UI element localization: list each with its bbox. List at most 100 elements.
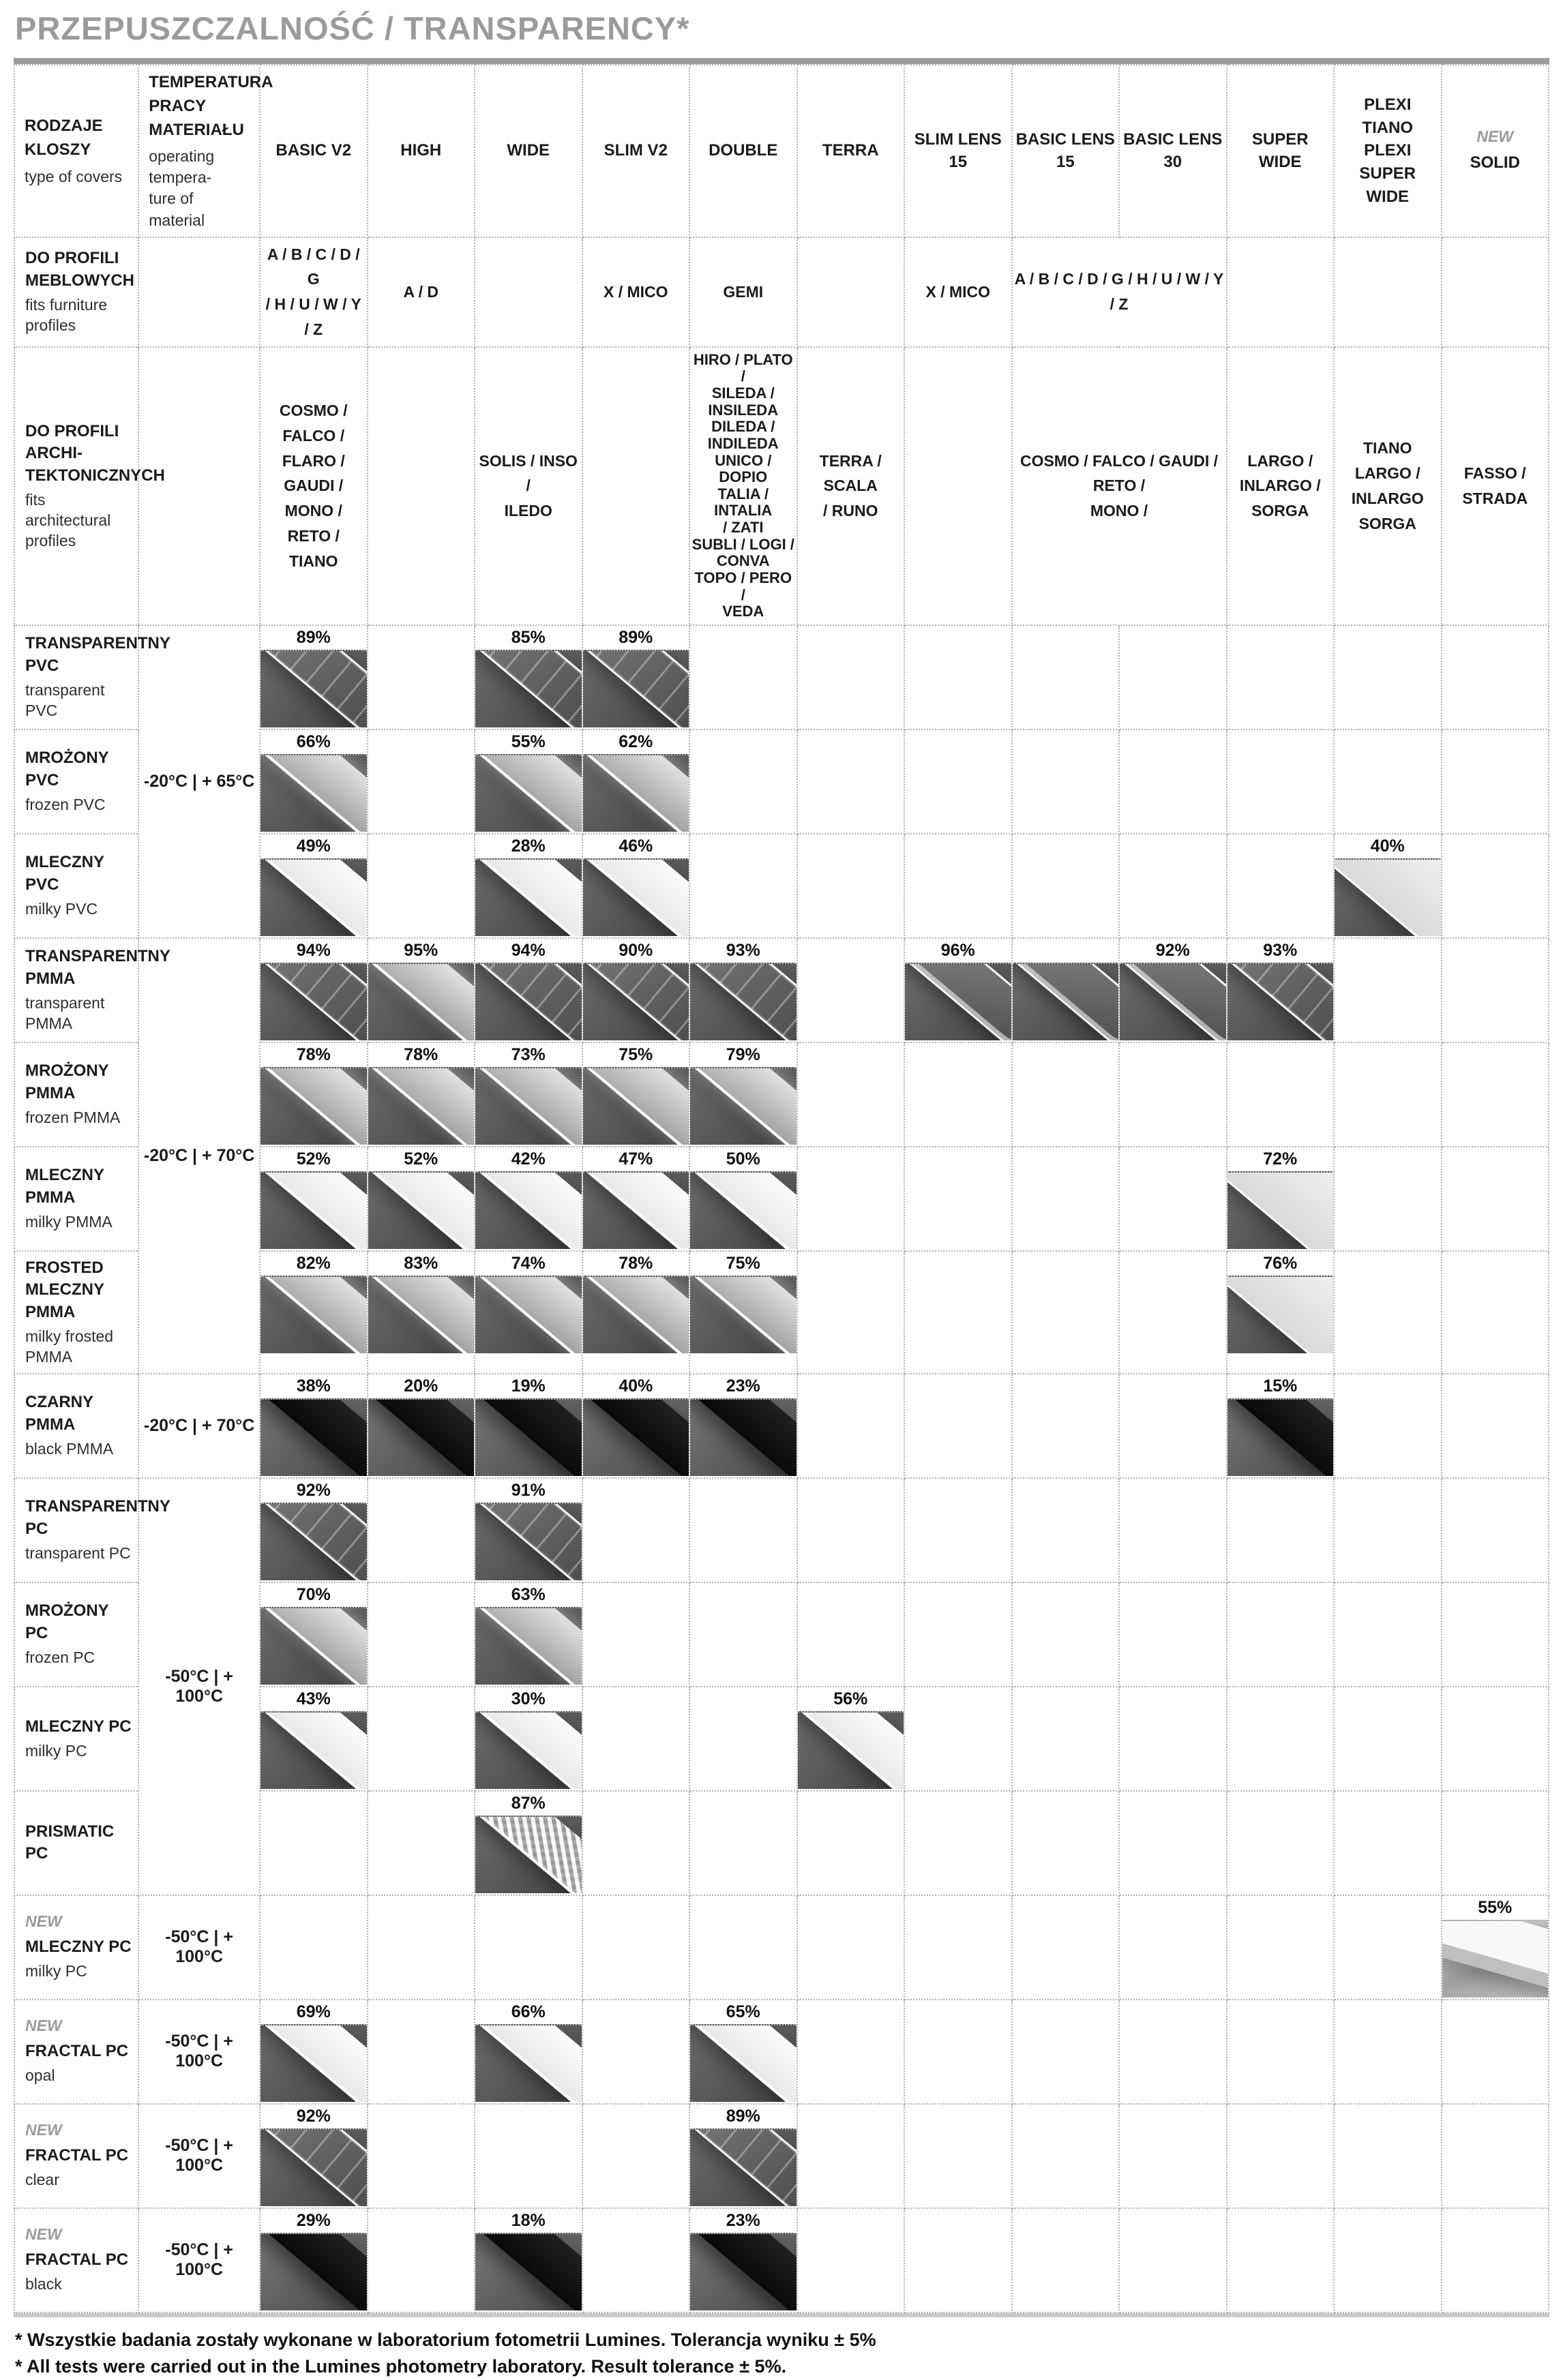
product-photo xyxy=(475,962,582,1040)
product-photo xyxy=(1335,858,1441,936)
product-photo xyxy=(690,1275,797,1353)
data-cell-basic_lens_30 xyxy=(1118,1145,1227,1252)
transparency-value: 79% xyxy=(726,1044,760,1064)
data-cell-slim_v2: 75% xyxy=(581,1041,690,1147)
profiles-cell: COSMO / FALCO / GAUDI / RETO / MONO / xyxy=(1011,346,1227,626)
data-cell-slim_lens_15 xyxy=(904,1894,1013,2000)
data-cell-solid xyxy=(1440,1145,1549,1252)
column-header-basic_lens_15: BASIC LENS 15 xyxy=(1011,64,1120,238)
transparency-value: 47% xyxy=(619,1149,653,1169)
data-cell-basic_lens_30 xyxy=(1118,832,1227,939)
data-cell-high: 83% xyxy=(366,1250,475,1374)
temperature-cell: -20°C | + 65°C xyxy=(138,624,260,939)
profiles-cell xyxy=(474,236,583,348)
data-cell-basic_v2: 49% xyxy=(259,832,368,939)
data-cell-terra xyxy=(796,832,905,939)
data-cell-basic_lens_30 xyxy=(1118,2103,1227,2209)
data-cell-slim_v2 xyxy=(581,1581,690,1687)
data-cell-plexi xyxy=(1333,1581,1442,1687)
product-photo xyxy=(582,1275,689,1353)
cover-row: NEW FRACTAL PC opal -50°C | + 100°C 69% 66% 65… xyxy=(13,1998,1549,2105)
product-photo xyxy=(475,1066,582,1145)
temperature-cell xyxy=(138,346,260,626)
data-cell-solid xyxy=(1440,1685,1549,1792)
row-label-subtitle: frozen PMMA xyxy=(25,1109,121,1127)
data-cell-terra xyxy=(796,1372,905,1479)
data-cell-slim_v2 xyxy=(581,1790,690,1896)
data-cell-super_wide xyxy=(1225,1998,1335,2105)
data-cell-slim_lens_15 xyxy=(904,1145,1013,1252)
product-photo xyxy=(1227,1171,1333,1249)
data-cell-basic_v2: 82% xyxy=(259,1250,368,1374)
data-cell-basic_lens_15 xyxy=(1011,937,1120,1043)
temperature-header-title: TEMPERATURA PRACY MATERIAŁU xyxy=(149,73,273,139)
fits-furniture-row: DO PROFILI MEBLOWYCH fits furniture profi… xyxy=(13,236,1549,348)
product-photo xyxy=(368,1275,474,1353)
product-photo xyxy=(582,962,689,1040)
data-cell-basic_lens_15 xyxy=(1011,2103,1120,2209)
column-header-slim_lens_15: SLIM LENS 15 xyxy=(904,64,1013,238)
data-cell-plexi xyxy=(1333,2103,1442,2209)
row-label-subtitle: black PMMA xyxy=(25,1440,114,1458)
data-cell-solid xyxy=(1440,2103,1549,2209)
data-cell-super_wide xyxy=(1225,832,1335,939)
data-cell-high xyxy=(366,1894,475,2000)
temperature-cell: -50°C | + 100°C xyxy=(138,2103,260,2209)
data-cell-plexi xyxy=(1333,624,1442,730)
row-label-title: MLECZNY PC xyxy=(25,1938,132,1957)
data-cell-basic_v2: 43% xyxy=(259,1685,368,1792)
new-badge: NEW xyxy=(1476,127,1514,145)
column-header-basic_lens_30: BASIC LENS 30 xyxy=(1118,64,1227,238)
data-cell-slim_lens_15 xyxy=(904,1685,1013,1792)
transparency-value: 50% xyxy=(726,1149,760,1169)
column-header-wide: WIDE xyxy=(474,64,583,238)
data-cell-plexi xyxy=(1333,1372,1442,1479)
transparency-value: 89% xyxy=(296,627,331,647)
data-cell-super_wide xyxy=(1225,1685,1335,1792)
row-label: MLECZNY PC milky PC xyxy=(13,1685,140,1792)
cover-row: MROŻONY PC frozen PC 70% 63% xyxy=(13,1581,1549,1687)
data-cell-basic_v2: 69% xyxy=(259,1998,368,2105)
transparency-value: 91% xyxy=(511,1480,546,1500)
data-cell-terra xyxy=(796,2207,905,2313)
profiles-cell: TIANO LARGO / INLARGO SORGA xyxy=(1333,346,1442,626)
row-label-subtitle: opal xyxy=(25,2066,55,2085)
data-cell-super_wide xyxy=(1225,728,1335,834)
transparency-value: 52% xyxy=(404,1149,438,1169)
data-cell-plexi xyxy=(1333,937,1442,1043)
profiles-cell: TERRA / SCALA / RUNO xyxy=(796,346,905,626)
data-cell-solid: 55% xyxy=(1440,1894,1549,2000)
data-cell-basic_lens_15 xyxy=(1011,1790,1120,1896)
cover-row: CZARNY PMMA black PMMA -20°C | + 70°C 38% 20… xyxy=(13,1372,1549,1479)
product-photo xyxy=(475,1398,582,1476)
transparency-value: 40% xyxy=(1370,836,1405,856)
data-cell-wide xyxy=(474,1894,583,2000)
data-cell-double xyxy=(689,624,798,730)
product-photo xyxy=(1227,1275,1333,1353)
transparency-value: 18% xyxy=(511,2210,546,2230)
product-photo xyxy=(582,1066,689,1145)
data-cell-high xyxy=(366,1685,475,1792)
data-cell-wide: 74% xyxy=(474,1250,583,1374)
covers-type-header-subtitle: type of covers xyxy=(25,167,123,185)
data-cell-slim_v2 xyxy=(581,1685,690,1792)
column-label: SUPER WIDE xyxy=(1251,130,1309,172)
product-photo xyxy=(475,1711,582,1789)
profiles-cell: GEMI xyxy=(689,236,798,348)
row-label: MROŻONY PC frozen PC xyxy=(13,1581,140,1687)
profiles-cell: LARGO / INLARGO / SORGA xyxy=(1225,346,1335,626)
data-cell-super_wide xyxy=(1225,2207,1335,2313)
row-label: TRANSPARENTNY PVC transparent PVC xyxy=(13,624,170,730)
data-cell-super_wide xyxy=(1225,1581,1335,1687)
footnotes: * Wszystkie badania zostały wykonane w l… xyxy=(14,2317,1549,2380)
data-cell-high: 78% xyxy=(366,1041,475,1147)
column-header-slim_v2: SLIM V2 xyxy=(581,64,690,238)
data-cell-wide xyxy=(474,2103,583,2209)
product-photo xyxy=(368,962,474,1040)
product-photo xyxy=(260,1066,367,1145)
data-cell-basic_v2 xyxy=(259,1790,368,1896)
product-photo xyxy=(582,858,689,936)
profiles-cell xyxy=(904,346,1013,626)
row-label-subtitle: milky PC xyxy=(25,1741,87,1760)
product-photo xyxy=(475,1275,582,1353)
